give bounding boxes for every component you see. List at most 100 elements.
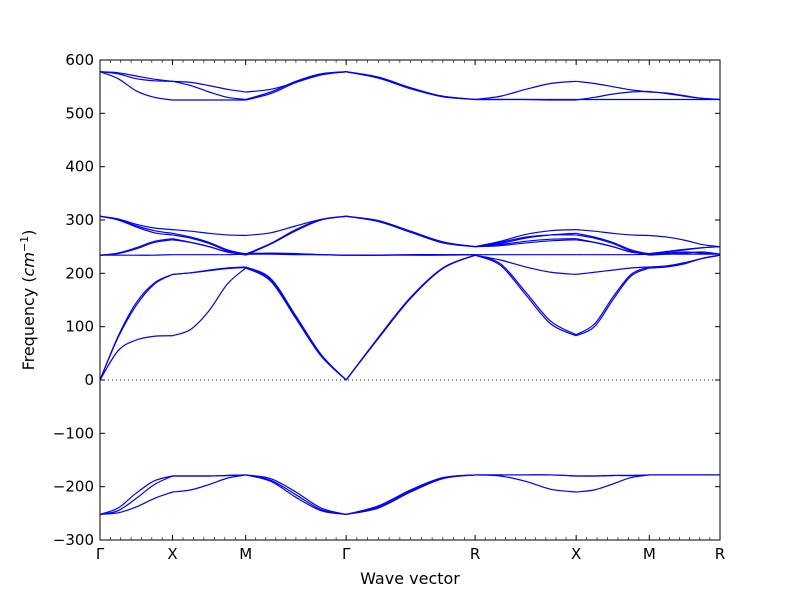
phonon-band-X-M-11 bbox=[172, 234, 246, 256]
phonon-band-R-X-15 bbox=[475, 98, 577, 101]
phonon-band-Γ-X-5 bbox=[99, 273, 173, 381]
x-tick-label: R bbox=[470, 545, 480, 563]
phonon-band-Γ-X-13 bbox=[99, 71, 173, 82]
phonon-band-X-M-4 bbox=[575, 267, 650, 337]
phonon-band-R-X-12 bbox=[475, 232, 577, 248]
y-tick-label: 100 bbox=[65, 318, 94, 336]
phonon-band-R-X-4 bbox=[474, 254, 577, 337]
y-tick-label: 300 bbox=[65, 211, 94, 229]
phonon-band-X-M-15 bbox=[576, 90, 650, 101]
phonon-band-M-Γ-6 bbox=[245, 266, 347, 381]
phonon-band-M-Γ-15 bbox=[245, 71, 347, 101]
x-tick-label: Γ bbox=[342, 545, 351, 563]
phonon-band-X-M-10 bbox=[576, 229, 650, 237]
y-axis-label-exponent: −1 bbox=[18, 236, 31, 252]
phonon-band-X-M-6 bbox=[576, 266, 650, 275]
phonon-band-Γ-R-2 bbox=[346, 474, 476, 515]
phonon-band-X-M-12 bbox=[172, 232, 246, 255]
y-axis-label-unit: cm bbox=[19, 252, 38, 276]
phonon-band-Γ-X-14 bbox=[99, 71, 173, 82]
phonon-band-X-M-7 bbox=[576, 253, 650, 256]
y-axis-label-text: Frequency ( bbox=[19, 276, 38, 370]
phonon-band-Γ-R-3 bbox=[345, 474, 476, 515]
phonon-band-X-M-13 bbox=[172, 80, 246, 93]
x-tick-label: M bbox=[643, 545, 656, 563]
phonon-band-X-M-6 bbox=[172, 266, 246, 275]
phonon-band-X-M-13 bbox=[576, 80, 650, 93]
phonon-band-M-R-12 bbox=[649, 251, 721, 255]
phonon-band-R-X-6 bbox=[474, 254, 577, 275]
phonon-band-X-M-1 bbox=[172, 474, 246, 493]
phonon-band-R-X-10 bbox=[474, 229, 577, 248]
phonon-band-Γ-X-6 bbox=[99, 273, 173, 381]
phonon-band-Γ-X-7 bbox=[99, 254, 173, 256]
phonon-band-M-R-10 bbox=[649, 234, 721, 248]
y-axis-label-close: ) bbox=[19, 230, 38, 236]
phonon-band-Γ-R-15 bbox=[346, 71, 476, 101]
phonon-band-Γ-R-6 bbox=[345, 254, 476, 381]
phonon-band-M-R-15 bbox=[649, 90, 721, 101]
phonon-band-Γ-R-12 bbox=[346, 215, 476, 248]
phonon-band-M-R-6 bbox=[649, 254, 721, 269]
y-tick-label: 0 bbox=[84, 371, 94, 389]
x-tick-label: R bbox=[715, 545, 725, 563]
phonon-band-M-Γ-3 bbox=[245, 474, 347, 515]
phonon-band-M-R-11 bbox=[649, 251, 721, 256]
y-tick-label: 400 bbox=[65, 158, 94, 176]
x-tick-label: Γ bbox=[96, 545, 105, 563]
phonon-band-R-X-3 bbox=[475, 474, 577, 477]
y-tick-label: 500 bbox=[65, 104, 94, 122]
phonon-band-X-M-4 bbox=[172, 267, 247, 337]
y-tick-label: −100 bbox=[53, 424, 94, 442]
phonon-band-M-R-9 bbox=[649, 246, 721, 255]
y-tick-label: 600 bbox=[65, 51, 94, 69]
y-tick-label: −300 bbox=[53, 531, 94, 549]
phonon-band-X-M-10 bbox=[172, 229, 246, 237]
phonon-band-M-Γ-9 bbox=[245, 252, 347, 256]
phonon-band-X-M-11 bbox=[576, 234, 650, 256]
phonon-band-Γ-R-4 bbox=[345, 254, 476, 381]
y-axis-ticks: −300 −200 −100 0 100 200 300 400 500 600 bbox=[53, 51, 720, 549]
phonon-band-M-Γ-11 bbox=[245, 215, 347, 256]
phonon-band-M-Γ-5 bbox=[245, 266, 347, 381]
phonon-band-Γ-X-9 bbox=[99, 238, 173, 256]
phonon-band-X-M-14 bbox=[172, 80, 246, 101]
phonon-band-M-Γ-2 bbox=[245, 474, 347, 515]
phonon-band-R-X-8 bbox=[475, 238, 577, 248]
phonon-band-Γ-R-5 bbox=[345, 254, 476, 381]
phonon-band-X-M-5 bbox=[575, 266, 650, 336]
y-tick-label: −200 bbox=[53, 478, 94, 496]
phonon-band-Γ-X-15 bbox=[99, 71, 173, 101]
phonon-band-X-M-7 bbox=[172, 253, 246, 256]
x-axis-label: Wave vector bbox=[360, 569, 460, 588]
x-tick-label: X bbox=[167, 545, 177, 563]
phonon-band-R-X-9 bbox=[475, 239, 577, 248]
phonon-band-Γ-X-3 bbox=[99, 475, 173, 515]
phonon-band-M-Γ-4 bbox=[245, 267, 347, 381]
phonon-band-X-M-3 bbox=[172, 474, 246, 477]
band-lines bbox=[99, 71, 721, 515]
phonon-band-X-M-3 bbox=[576, 474, 650, 477]
phonon-band-Γ-R-14 bbox=[346, 71, 476, 101]
phonon-band-Γ-X-12 bbox=[99, 215, 173, 234]
phonon-band-X-M-1 bbox=[576, 474, 650, 493]
x-tick-label: X bbox=[571, 545, 581, 563]
phonon-band-R-X-1 bbox=[475, 474, 577, 493]
x-tick-label: M bbox=[239, 545, 252, 563]
phonon-band-M-Γ-10 bbox=[245, 215, 347, 237]
phonon-band-Γ-X-1 bbox=[99, 491, 173, 515]
phonon-band-Γ-R-1 bbox=[346, 474, 476, 515]
y-tick-label: 200 bbox=[65, 264, 94, 282]
phonon-band-Γ-X-2 bbox=[99, 475, 173, 515]
phonon-band-Γ-R-9 bbox=[346, 254, 476, 256]
phonon-band-M-Γ-12 bbox=[245, 215, 347, 255]
phonon-band-R-X-5 bbox=[474, 254, 577, 336]
phonon-band-R-X-13 bbox=[475, 80, 577, 101]
y-axis-label: Frequency (cm−1) bbox=[18, 230, 38, 371]
phonon-band-M-Γ-1 bbox=[245, 474, 347, 515]
phonon-band-Γ-R-11 bbox=[346, 215, 476, 248]
phonon-band-Γ-X-4 bbox=[99, 335, 173, 381]
phonon-band-X-M-12 bbox=[576, 232, 650, 255]
